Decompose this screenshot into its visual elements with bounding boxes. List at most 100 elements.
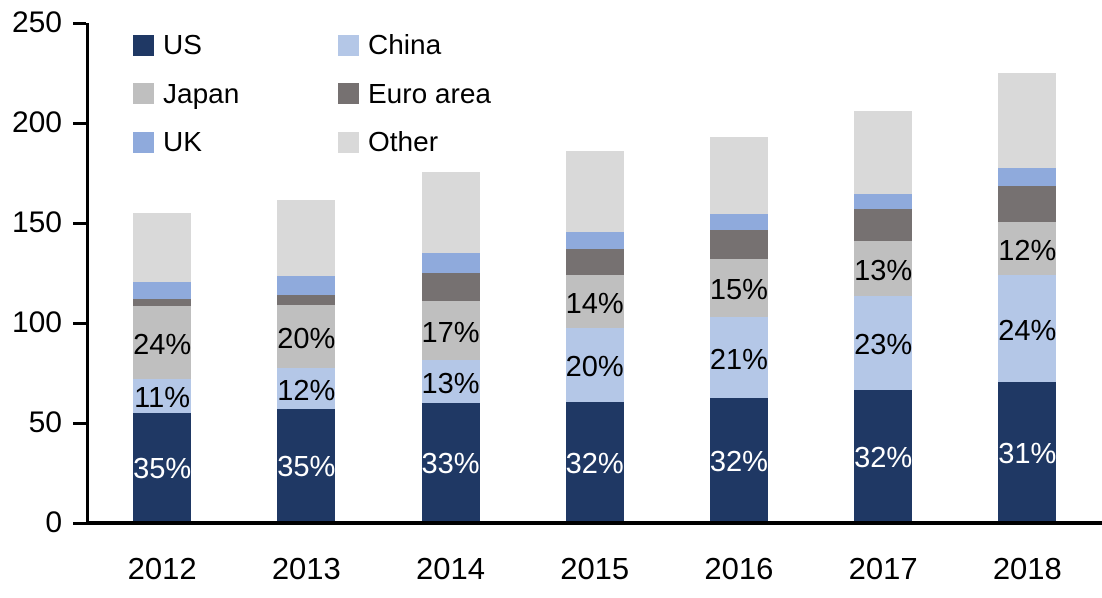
- bar-label-2015-china: 20%: [565, 351, 624, 383]
- bar-segment-2018-japan: [998, 222, 1057, 275]
- bar-segment-2016-us: [709, 398, 768, 521]
- x-axis-line: [86, 521, 1102, 525]
- y-tick-label-50: 50: [28, 406, 62, 439]
- bar-segment-2015-china: [565, 328, 624, 402]
- legend-swatch-japan-icon: [133, 83, 154, 104]
- bar-segment-2017-china: [854, 296, 913, 390]
- legend-swatch-other-icon: [338, 131, 359, 153]
- bar-label-2012-us: 35%: [133, 453, 192, 485]
- x-tick-label-2016: 2016: [704, 551, 774, 586]
- bar-segment-2018-uk: [998, 168, 1057, 186]
- bar-label-2018-japan: 12%: [998, 234, 1057, 267]
- bar-segment-2015-uk: [565, 232, 624, 249]
- bar-segment-2015-japan: [565, 275, 624, 328]
- legend-label-other: Other: [368, 126, 439, 157]
- bar-segment-2014-us: [421, 403, 480, 521]
- bar-segment-2017-uk: [854, 194, 913, 209]
- bar-label-2012-japan: 24%: [133, 328, 192, 361]
- y-tick: [73, 122, 86, 125]
- y-tick: [73, 222, 86, 225]
- bar-segment-2013-other: [277, 200, 336, 276]
- bar-segment-2014-china: [421, 360, 480, 403]
- bar-segment-2015-us: [565, 402, 624, 521]
- bar-segment-2017-us: [854, 390, 913, 521]
- bar-label-2015-japan: 14%: [565, 287, 624, 320]
- bar-segment-2016-euro_area: [709, 230, 768, 259]
- bar-segment-2012-us: [133, 413, 192, 521]
- bar-segment-2012-japan: [133, 306, 192, 379]
- bar-segment-2012-uk: [133, 282, 192, 299]
- legend-label-uk: UK: [163, 126, 202, 157]
- bar-label-2016-japan: 15%: [709, 274, 768, 306]
- bar-label-2013-us: 35%: [277, 451, 336, 483]
- y-tick: [73, 422, 86, 425]
- legend-item-us: US: [133, 30, 202, 60]
- bar-segment-2012-euro_area: [133, 299, 192, 306]
- bar-segment-2016-uk: [709, 214, 768, 230]
- bar-segment-2015-euro_area: [565, 249, 624, 275]
- x-tick-label-2018: 2018: [992, 551, 1062, 586]
- legend-item-china: China: [338, 30, 441, 60]
- y-tick: [73, 522, 86, 525]
- bar-segment-2017-japan: [854, 241, 913, 296]
- y-tick-label-250: 250: [11, 6, 62, 39]
- bar-segment-2018-other: [998, 73, 1057, 168]
- x-tick-label-2014: 2014: [416, 551, 485, 586]
- bar-label-2014-japan: 17%: [421, 316, 480, 349]
- bar-label-2018-china: 24%: [998, 314, 1057, 347]
- bar-label-2013-japan: 20%: [277, 322, 336, 355]
- bar-segment-2012-other: [133, 213, 192, 282]
- y-tick: [73, 22, 86, 25]
- bar-segment-2017-other: [854, 111, 913, 194]
- bar-segment-2013-euro_area: [277, 295, 336, 305]
- bar-label-2018-us: 31%: [998, 437, 1057, 470]
- bar-segment-2018-china: [998, 275, 1057, 382]
- legend-swatch-euro_area-icon: [338, 83, 359, 104]
- bar-label-2014-us: 33%: [421, 448, 480, 480]
- legend-item-other: Other: [338, 127, 438, 157]
- bar-segment-2013-us: [277, 409, 336, 521]
- x-tick-label-2012: 2012: [127, 551, 197, 586]
- bar-segment-2014-euro_area: [421, 273, 480, 301]
- bar-label-2013-china: 12%: [277, 374, 336, 407]
- bar-segment-2013-uk: [277, 276, 336, 295]
- x-tick-label-2017: 2017: [848, 551, 918, 586]
- legend-label-euro_area: Euro area: [368, 77, 491, 109]
- y-tick-label-0: 0: [45, 506, 62, 539]
- bar-label-2016-us: 32%: [709, 445, 768, 478]
- bar-segment-2013-china: [277, 368, 336, 409]
- legend-label-us: US: [163, 29, 202, 60]
- bar-label-2014-china: 13%: [421, 367, 480, 400]
- bar-label-2012-china: 11%: [134, 382, 191, 414]
- bar-segment-2016-china: [709, 317, 768, 398]
- y-tick-label-200: 200: [11, 106, 62, 139]
- y-tick-label-100: 100: [11, 306, 62, 339]
- bar-segment-2014-japan: [421, 301, 480, 360]
- legend-item-euro_area: Euro area: [338, 77, 491, 109]
- y-tick-label-150: 150: [11, 206, 62, 239]
- y-axis-line: [86, 23, 89, 525]
- bar-segment-2018-us: [998, 382, 1057, 521]
- bar-label-2016-china: 21%: [709, 343, 768, 376]
- y-tick: [73, 322, 86, 325]
- bar-segment-2017-euro_area: [854, 209, 913, 241]
- bar-segment-2018-euro_area: [998, 186, 1057, 222]
- bar-segment-2015-other: [565, 151, 624, 232]
- legend-swatch-china-icon: [338, 34, 359, 56]
- bar-segment-2016-japan: [709, 259, 768, 317]
- bar-segment-2016-other: [709, 137, 768, 214]
- bar-label-2017-china: 23%: [854, 329, 913, 361]
- legend-label-china: China: [368, 29, 442, 60]
- legend-label-japan: Japan: [163, 77, 240, 109]
- bar-segment-2014-other: [421, 172, 480, 253]
- legend-item-uk: UK: [133, 127, 202, 157]
- bar-segment-2014-uk: [421, 253, 480, 273]
- legend-swatch-us-icon: [133, 34, 154, 56]
- bar-label-2015-us: 32%: [565, 447, 624, 480]
- x-tick-label-2013: 2013: [271, 551, 341, 586]
- bar-label-2017-us: 32%: [854, 441, 913, 474]
- bar-segment-2013-japan: [277, 305, 336, 368]
- x-tick-label-2015: 2015: [560, 551, 630, 586]
- legend-swatch-uk-icon: [133, 131, 154, 153]
